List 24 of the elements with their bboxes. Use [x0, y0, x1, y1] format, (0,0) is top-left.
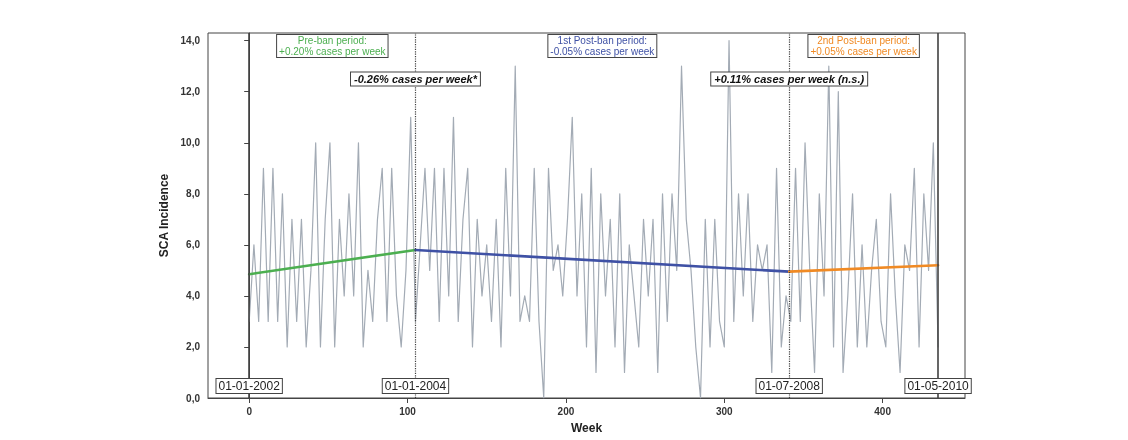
annotation: +0.11% cases per week (n.s.) — [714, 73, 865, 86]
y-tick-label: 14,0 — [180, 35, 201, 47]
x-axis-title: Week — [570, 421, 603, 435]
y-tick-label: 4,0 — [186, 290, 201, 302]
y-tick-label: 12,0 — [180, 86, 201, 98]
x-tick-label: 100 — [399, 405, 417, 417]
y-tick-label: 10,0 — [180, 137, 201, 149]
y-axis-title: SCA Incidence — [156, 173, 171, 258]
y-tick-label: 6,0 — [186, 239, 201, 251]
annotation: Pre-ban period: +0.20% cases per week — [279, 35, 387, 57]
y-tick-label: 2,0 — [186, 341, 201, 353]
annotation: 01-07-2008 — [758, 379, 821, 393]
annotation: 1st Post-ban period: -0.05% cases per week — [550, 35, 656, 57]
x-tick-label: 200 — [557, 405, 575, 417]
annotation: 01-05-2010 — [907, 379, 970, 393]
annotation: 01-01-2004 — [384, 379, 447, 393]
annotation: 2nd Post-ban period: +0.05% cases per week — [810, 35, 918, 57]
x-tick-label: 0 — [246, 405, 253, 417]
annotation: 01-01-2002 — [218, 379, 281, 393]
y-tick-label: 8,0 — [186, 188, 201, 200]
x-tick-label: 400 — [874, 405, 892, 417]
annotation: -0.26% cases per week* — [354, 73, 478, 86]
y-tick-label: 0,0 — [186, 392, 201, 404]
x-tick-label: 300 — [715, 405, 734, 417]
